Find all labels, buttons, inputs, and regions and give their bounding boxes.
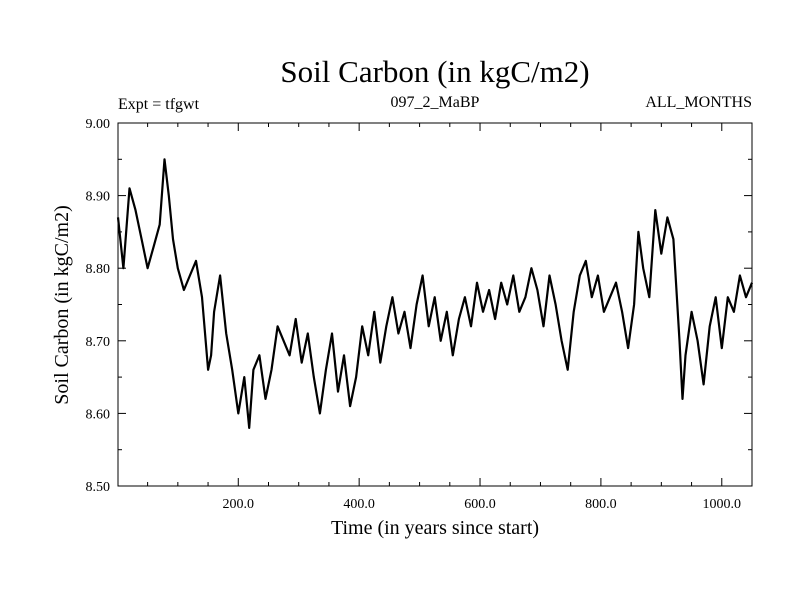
y-tick-label: 8.60 <box>86 407 111 422</box>
y-axis: 8.50 8.60 8.70 8.80 8.90 9.00 <box>86 117 752 495</box>
run-id-label: 097_2_MaBP <box>391 94 480 111</box>
x-tick-label: 1000.0 <box>703 497 742 512</box>
chart-title: Soil Carbon (in kgC/m2) <box>280 54 589 89</box>
y-tick-label: 8.80 <box>86 262 111 277</box>
y-tick-label: 8.90 <box>86 190 111 205</box>
data-series <box>116 158 754 429</box>
x-tick-label: 600.0 <box>464 497 496 512</box>
x-axis: 200.0 400.0 600.0 800.0 1000.0 <box>147 123 742 512</box>
months-label: ALL_MONTHS <box>645 94 752 111</box>
x-tick-label: 200.0 <box>223 497 255 512</box>
x-tick-label: 800.0 <box>585 497 617 512</box>
y-axis-label: Soil Carbon (in kgC/m2) <box>51 205 73 404</box>
y-tick-label: 8.70 <box>86 335 111 350</box>
x-axis-label: Time (in years since start) <box>331 517 539 539</box>
experiment-label: Expt = tfgwt <box>118 96 200 113</box>
series-line <box>116 158 754 429</box>
y-tick-label: 9.00 <box>86 117 111 132</box>
x-tick-label: 400.0 <box>343 497 375 512</box>
y-tick-label: 8.50 <box>86 480 111 495</box>
